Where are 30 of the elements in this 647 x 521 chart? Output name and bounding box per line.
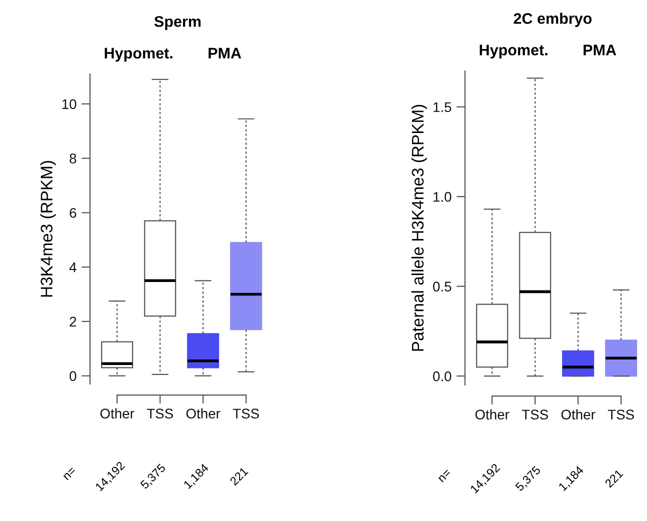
y-tick-label: 0.0 — [433, 371, 452, 382]
y-tick-label: 6 — [70, 208, 76, 218]
text: n= — [63, 467, 76, 480]
x-tick-label: Other — [475, 409, 510, 420]
x-tick-label: TSS — [608, 410, 634, 420]
text: Hypomet. — [480, 44, 548, 58]
text: n= — [438, 469, 452, 482]
chart-title: 2C embryo — [514, 12, 592, 27]
text: PMA — [208, 48, 242, 58]
y-tick-label: 0 — [70, 371, 76, 382]
y-tick-label: 10 — [62, 99, 76, 110]
x-tick-label: Other — [100, 408, 134, 419]
y-axis-title: H3K4me3 (RPKM) — [40, 161, 56, 297]
x-tick-label: Other — [561, 409, 596, 420]
text: 221 — [229, 466, 248, 486]
y-tick-label: 8 — [70, 154, 76, 164]
x-tick-label: TSS — [232, 408, 259, 419]
y-tick-label: 2 — [70, 316, 76, 326]
y-tick-label: 1.0 — [434, 192, 452, 202]
x-tick-label: Other — [186, 408, 220, 419]
text: PMA — [584, 44, 616, 56]
text: Hypomet. — [104, 48, 172, 62]
y-tick-label: 0.5 — [433, 282, 452, 292]
y-tick-label: 1.5 — [434, 102, 452, 112]
x-tick-label: TSS — [522, 410, 548, 420]
x-tick-label: TSS — [146, 408, 173, 419]
y-axis-title: Paternal allele H3K4me3 (RPKM) — [411, 104, 427, 351]
text: 221 — [604, 468, 624, 488]
chart-title: Sperm — [154, 16, 201, 30]
y-tick-label: 4 — [69, 262, 76, 272]
